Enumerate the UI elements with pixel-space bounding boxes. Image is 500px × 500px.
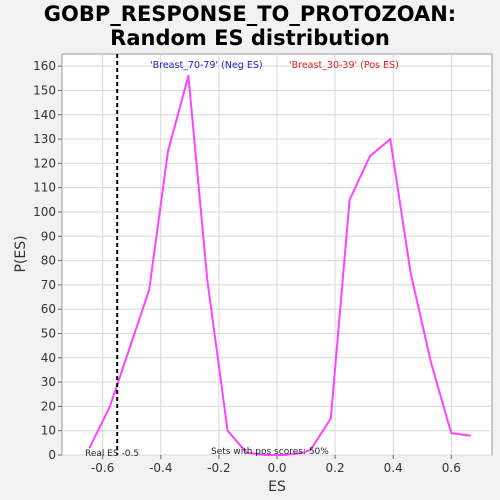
- y-tick-label: 140: [33, 108, 56, 122]
- data-point: [148, 288, 150, 291]
- y-tick-label: 150: [33, 83, 56, 97]
- y-tick-label: 160: [33, 59, 56, 73]
- data-point: [187, 75, 190, 77]
- y-axis: 0 10 20 30 40 50 60 70 80 90 100 110 120 130 140 150 160: [33, 59, 62, 462]
- x-tick-label: -0.2: [207, 461, 230, 475]
- chart-title-line2: Random ES distribution: [110, 26, 390, 50]
- x-tick-label: 0.4: [384, 461, 403, 475]
- data-point: [309, 449, 312, 451]
- data-point: [206, 279, 209, 281]
- data-point: [128, 349, 130, 352]
- real-es-label: Real ES -0.5: [85, 449, 139, 459]
- x-tick-label: 0.2: [326, 461, 345, 475]
- pos-scores-label: Sets with pos scores: 50%: [211, 447, 329, 457]
- y-tick-label: 50: [41, 326, 56, 340]
- data-point: [389, 138, 392, 140]
- x-tick-label: -0.4: [149, 461, 172, 475]
- y-axis-title: P(ES): [13, 235, 29, 272]
- data-point: [226, 429, 229, 432]
- y-tick-label: 0: [48, 448, 56, 462]
- data-point: [88, 446, 91, 449]
- y-tick-label: 40: [41, 351, 56, 365]
- x-tick-label: -0.6: [91, 461, 114, 475]
- data-point: [409, 271, 412, 274]
- y-tick-label: 80: [41, 254, 56, 268]
- data-point: [430, 361, 432, 364]
- legend-pos-es: 'Breast_30-39' (Pos ES): [289, 60, 399, 71]
- data-point: [369, 155, 371, 157]
- y-tick-label: 20: [41, 399, 56, 413]
- data-point: [109, 405, 111, 408]
- data-point: [469, 434, 472, 437]
- data-point: [329, 417, 332, 420]
- data-point: [348, 199, 351, 201]
- x-tick-label: 0.0: [267, 461, 286, 475]
- y-tick-label: 120: [33, 156, 56, 170]
- y-tick-label: 70: [41, 278, 56, 292]
- legend-neg-es: 'Breast_70-79' (Neg ES): [150, 60, 263, 71]
- y-tick-label: 110: [33, 181, 56, 195]
- x-tick-label: 0.6: [442, 461, 461, 475]
- y-tick-label: 90: [41, 229, 56, 243]
- data-point: [302, 451, 304, 454]
- grid-lines: [62, 54, 492, 456]
- data-point: [283, 454, 286, 456]
- y-tick-label: 30: [41, 375, 56, 389]
- data-point: [167, 150, 169, 153]
- chart-title: GOBP_RESPONSE_TO_PROTOZOAN: Random ES di…: [0, 2, 500, 50]
- data-point: [450, 432, 453, 434]
- y-tick-label: 100: [33, 205, 56, 219]
- chart-title-line1: GOBP_RESPONSE_TO_PROTOZOAN:: [43, 2, 457, 26]
- y-tick-label: 130: [33, 132, 56, 146]
- x-axis: -0.6 -0.4 -0.2 0.0 0.2 0.4 0.6: [91, 455, 461, 475]
- data-point: [245, 451, 248, 454]
- series-layer: [88, 74, 472, 456]
- y-tick-label: 10: [41, 424, 56, 438]
- y-tick-label: 60: [41, 302, 56, 316]
- data-point: [264, 454, 267, 456]
- x-axis-title: ES: [268, 479, 286, 495]
